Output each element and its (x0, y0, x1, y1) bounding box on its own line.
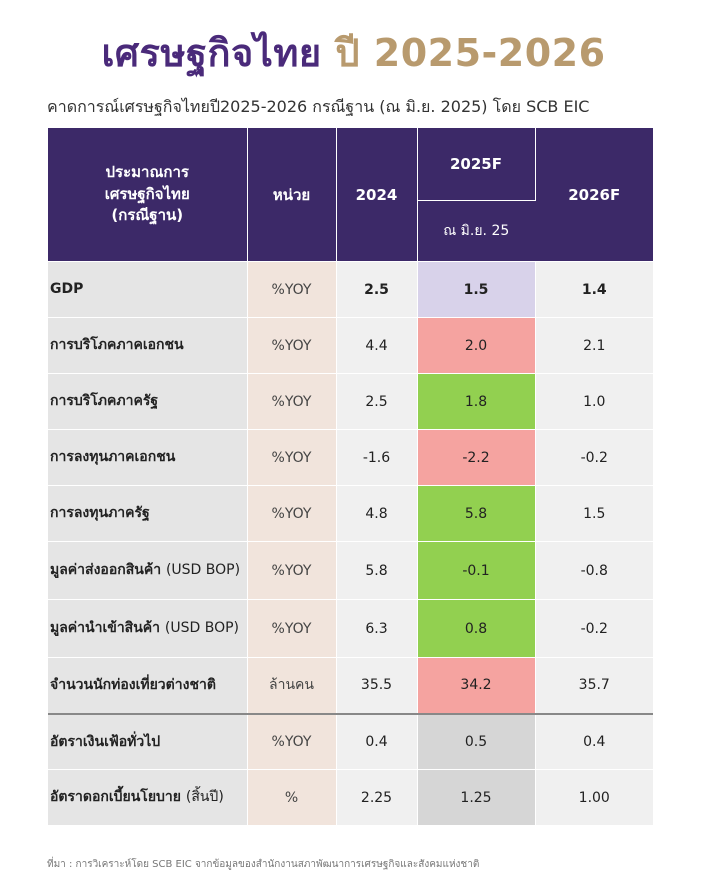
value-2026f: 2.1 (535, 317, 653, 374)
header-indicator-line2: เศรษฐกิจไทย (104, 184, 190, 203)
table-row: การบริโภคภาคเอกชน %YOY 4.4 2.0 2.1 (48, 317, 653, 374)
value-2025f: 0.5 (417, 712, 536, 770)
title-year: ปี 2025-2026 (335, 31, 606, 75)
row-unit: %YOY (247, 373, 337, 430)
header-unit: หน่วย (247, 128, 337, 262)
row-label-paren: (USD BOP) (165, 562, 241, 579)
value-2024: 2.25 (336, 769, 418, 826)
row-unit: % (247, 769, 337, 826)
table-row: GDP %YOY 2.5 1.5 1.4 (48, 261, 653, 318)
value-2025f: 2.0 (417, 317, 536, 374)
value-2024: 0.4 (336, 712, 418, 770)
value-2025f: 1.25 (417, 769, 536, 826)
forecast-table: ประมาณการ เศรษฐกิจไทย (กรณีฐาน) หน่วย 20… (48, 128, 653, 826)
row-label: การบริโภคภาครัฐ (48, 373, 248, 430)
table-row: มูลค่าส่งออกสินค้า (USD BOP) %YOY 5.8 -0… (48, 541, 653, 600)
header-2026f: 2026F (535, 128, 653, 262)
value-2024: 2.5 (336, 373, 418, 430)
table-row: อัตราเงินเฟ้อทั่วไป %YOY 0.4 0.5 0.4 (48, 712, 653, 770)
value-2026f: -0.2 (535, 429, 653, 486)
header-indicator: ประมาณการ เศรษฐกิจไทย (กรณีฐาน) (48, 128, 248, 262)
value-2025f: -2.2 (417, 429, 536, 486)
row-label-main: อัตราดอกเบี้ยนโยบาย (50, 789, 181, 806)
value-2026f: 0.4 (535, 712, 653, 770)
value-2025f: 0.8 (417, 599, 536, 658)
value-2026f: 1.4 (535, 261, 653, 318)
row-unit: %YOY (247, 261, 337, 318)
value-2024: 4.8 (336, 485, 418, 542)
row-label-main: มูลค่านำเข้าสินค้า (50, 620, 161, 637)
row-label: มูลค่าส่งออกสินค้า (USD BOP) (48, 541, 248, 600)
value-2025f: 5.8 (417, 485, 536, 542)
row-unit: ล้านคน (247, 657, 337, 714)
header-indicator-line3: (กรณีฐาน) (111, 206, 184, 225)
row-unit: %YOY (247, 317, 337, 374)
row-label: อัตราดอกเบี้ยนโยบาย (สิ้นปี) (48, 769, 248, 826)
header-2025f: 2025F (417, 128, 536, 201)
source-footnote: ที่มา : การวิเคราะห์โดย SCB EIC จากข้อมู… (47, 859, 480, 870)
row-label-paren: (สิ้นปี) (185, 789, 224, 806)
table-row: อัตราดอกเบี้ยนโยบาย (สิ้นปี) % 2.25 1.25… (48, 769, 653, 826)
value-2024: 5.8 (336, 541, 418, 600)
row-unit: %YOY (247, 541, 337, 600)
row-unit: %YOY (247, 712, 337, 770)
value-2026f: 1.00 (535, 769, 653, 826)
row-label: GDP (48, 261, 248, 318)
page-title: เศรษฐกิจไทย ปี 2025-2026 (0, 22, 707, 83)
value-2026f: 1.0 (535, 373, 653, 430)
table-row: จำนวนนักท่องเที่ยวต่างชาติ ล้านคน 35.5 3… (48, 657, 653, 714)
value-2026f: -0.8 (535, 541, 653, 600)
table-row: การบริโภคภาครัฐ %YOY 2.5 1.8 1.0 (48, 373, 653, 430)
header-indicator-line1: ประมาณการ (105, 162, 189, 181)
value-2025f: 1.8 (417, 373, 536, 430)
value-2026f: 35.7 (535, 657, 653, 714)
row-label: อัตราเงินเฟ้อทั่วไป (48, 712, 248, 770)
value-2024: 2.5 (336, 261, 418, 318)
row-label: การลงทุนภาครัฐ (48, 485, 248, 542)
value-2024: -1.6 (336, 429, 418, 486)
value-2025f: 34.2 (417, 657, 536, 714)
table-row: การลงทุนภาคเอกชน %YOY -1.6 -2.2 -0.2 (48, 429, 653, 486)
row-unit: %YOY (247, 485, 337, 542)
row-unit: %YOY (247, 429, 337, 486)
row-label: จำนวนนักท่องเที่ยวต่างชาติ (48, 657, 248, 714)
value-2024: 6.3 (336, 599, 418, 658)
header-2024: 2024 (336, 128, 418, 262)
row-label-main: มูลค่าส่งออกสินค้า (50, 562, 162, 579)
table-row: มูลค่านำเข้าสินค้า (USD BOP) %YOY 6.3 0.… (48, 599, 653, 658)
row-label: มูลค่านำเข้าสินค้า (USD BOP) (48, 599, 248, 658)
row-label: การลงทุนภาคเอกชน (48, 429, 248, 486)
value-2024: 35.5 (336, 657, 418, 714)
row-label-paren: (USD BOP) (164, 620, 240, 637)
table-row: การลงทุนภาครัฐ %YOY 4.8 5.8 1.5 (48, 485, 653, 542)
subtitle: คาดการณ์เศรษฐกิจไทยปี2025-2026 กรณีฐาน (… (47, 97, 590, 116)
header-2025f-sub: ณ มิ.ย. 25 (417, 200, 535, 262)
title-main: เศรษฐกิจไทย (101, 31, 322, 75)
value-2025f: -0.1 (417, 541, 536, 600)
value-2025f: 1.5 (417, 261, 536, 318)
value-2024: 4.4 (336, 317, 418, 374)
row-label: การบริโภคภาคเอกชน (48, 317, 248, 374)
value-2026f: -0.2 (535, 599, 653, 658)
row-unit: %YOY (247, 599, 337, 658)
value-2026f: 1.5 (535, 485, 653, 542)
